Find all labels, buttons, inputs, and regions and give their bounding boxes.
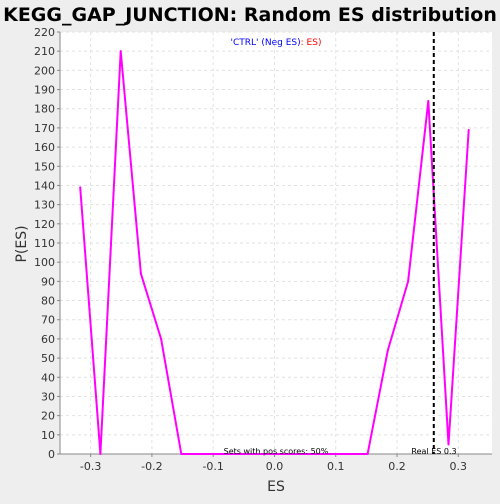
grid-lines — [60, 31, 492, 455]
y-tick-label: 130 — [34, 199, 55, 212]
x-tick-label: -0.3 — [80, 460, 101, 473]
y-tick-label: 150 — [34, 160, 55, 173]
y-tick-label: 70 — [41, 314, 55, 327]
y-tick-label: 220 — [34, 26, 55, 39]
y-tick-label: 120 — [34, 218, 55, 231]
data-point — [180, 453, 183, 455]
data-point — [407, 280, 410, 283]
data-marks — [79, 32, 470, 455]
x-tick-label: 0.0 — [266, 460, 284, 473]
y-tick-label: 80 — [41, 295, 55, 308]
y-tick-label: 170 — [34, 122, 55, 135]
data-point — [447, 443, 450, 446]
data-point — [119, 50, 122, 53]
axes: 0 10 20 30 40 50 60 70 80 90 100 110 120 130 140 150 160… — [34, 26, 492, 473]
y-tick-label: 180 — [34, 103, 55, 116]
y-tick-label: 140 — [34, 179, 55, 192]
data-point — [79, 186, 82, 189]
x-tick-label: 0.1 — [327, 460, 345, 473]
y-tick-label: 50 — [41, 352, 55, 365]
y-tick-label: 10 — [41, 429, 55, 442]
y-tick-label: 190 — [34, 84, 55, 97]
data-point — [386, 349, 389, 352]
y-tick-label: 20 — [41, 410, 55, 423]
x-tick-label: 0.3 — [450, 460, 468, 473]
data-point — [139, 272, 142, 275]
y-tick-label: 0 — [48, 448, 55, 461]
y-tick-label: 40 — [41, 371, 55, 384]
es-distribution-line — [79, 50, 470, 455]
sets-pos-scores-label: Sets with pos scores: 50% — [224, 447, 329, 456]
data-point — [160, 337, 163, 340]
real-es-label: Real ES 0.3 — [411, 447, 456, 456]
y-tick-label: 60 — [41, 333, 55, 346]
legend-text: 'CTRL' (Neg ES): ES) — [231, 38, 322, 48]
y-tick-label: 110 — [34, 237, 55, 250]
x-axis-label: ES — [267, 479, 285, 495]
y-tick-label: 160 — [34, 141, 55, 154]
data-point — [366, 453, 369, 455]
x-tick-label: 0.2 — [388, 460, 406, 473]
y-tick-label: 210 — [34, 45, 55, 58]
y-tick-label: 200 — [34, 64, 55, 77]
data-point — [427, 100, 430, 103]
legend-es: : ES) — [301, 38, 322, 48]
x-tick-label: -0.1 — [202, 460, 223, 473]
data-point — [467, 128, 470, 131]
x-tick-label: -0.2 — [141, 460, 162, 473]
chart-title: KEGG_GAP_JUNCTION: Random ES distributio… — [3, 4, 497, 26]
y-tick-label: 90 — [41, 275, 55, 288]
data-point — [99, 453, 102, 455]
legend-ctrl-neg-es: 'CTRL' (Neg ES) — [231, 38, 301, 48]
y-axis-label: P(ES) — [14, 225, 30, 262]
y-tick-label: 100 — [34, 256, 55, 269]
y-tick-label: 30 — [41, 390, 55, 403]
